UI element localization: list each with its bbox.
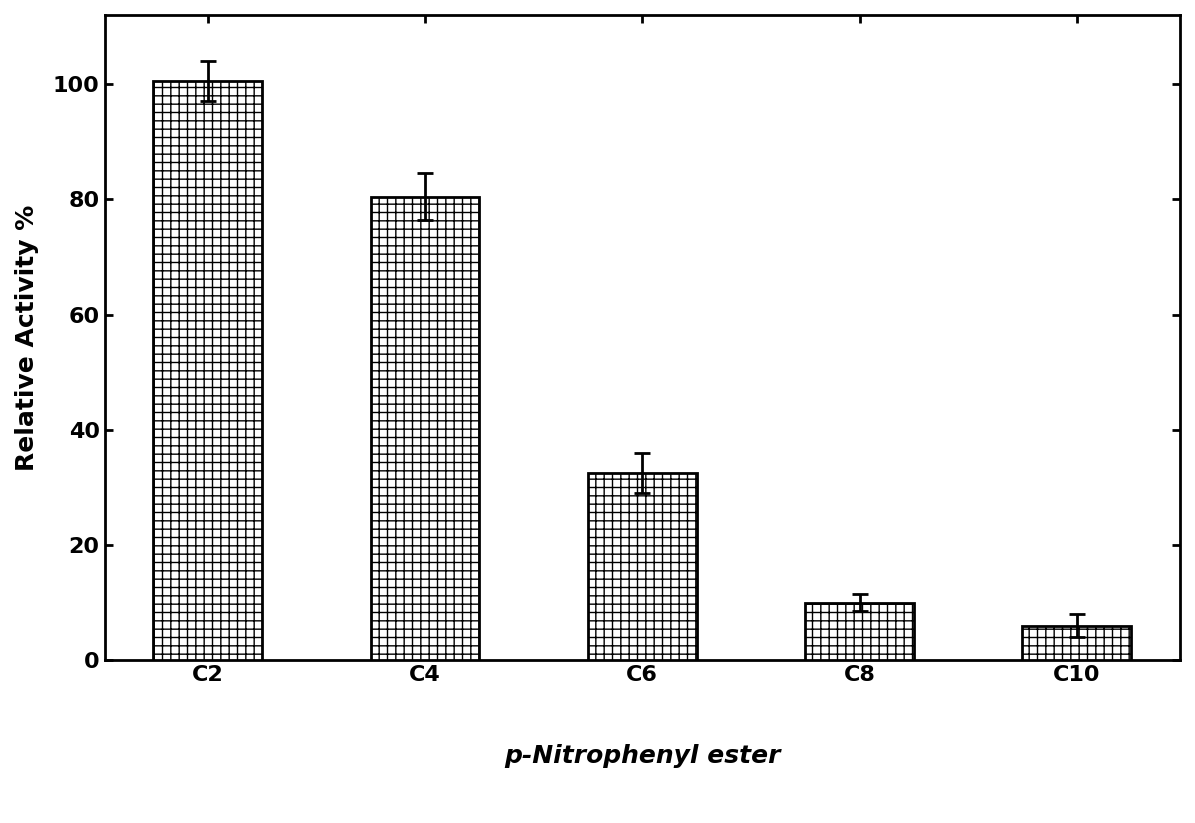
Bar bbox=[370, 197, 479, 661]
Y-axis label: Relative Activity %: Relative Activity % bbox=[16, 205, 39, 471]
Bar bbox=[1023, 625, 1132, 661]
Bar bbox=[153, 81, 262, 661]
Bar bbox=[588, 473, 697, 661]
Bar bbox=[805, 602, 914, 661]
Text: p-Nitrophenyl ester: p-Nitrophenyl ester bbox=[504, 744, 780, 769]
